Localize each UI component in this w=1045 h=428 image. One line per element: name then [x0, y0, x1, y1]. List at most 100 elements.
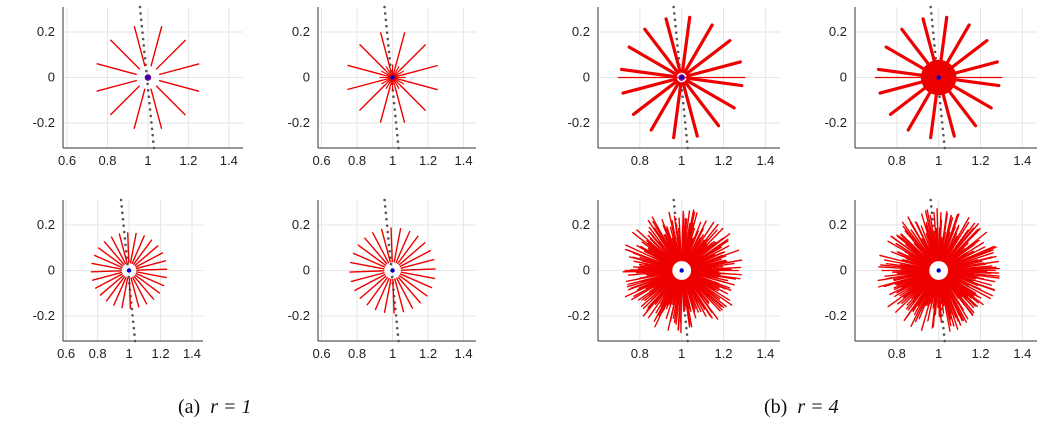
curve-point [131, 314, 134, 317]
ray-mark [907, 276, 935, 311]
ray-mark [366, 276, 388, 306]
curve-point [942, 326, 945, 330]
x-tick-label: 0.6 [58, 153, 76, 168]
x-tick-label: 1 [935, 346, 942, 361]
ray-mark [155, 39, 186, 70]
caption-a-label: (a) [178, 396, 201, 418]
curve-point [676, 44, 679, 47]
curve-point [388, 56, 391, 60]
ray-mark [939, 214, 952, 264]
ray-mark [686, 60, 742, 78]
curve-point [142, 44, 146, 47]
ray-mark [398, 275, 428, 297]
curve-point [133, 339, 137, 343]
ray-mark [132, 276, 148, 305]
curve-point [148, 101, 151, 105]
ray-mark [399, 273, 433, 289]
ray-mark [349, 270, 385, 273]
caption-a-math: r = 1 [210, 396, 252, 418]
curve-point [387, 237, 390, 240]
ray-mark [129, 232, 137, 264]
curve-point [394, 314, 398, 317]
x-tick-label: 0.8 [89, 346, 107, 361]
ray-mark [131, 235, 145, 264]
ray-mark [96, 63, 137, 76]
y-tick-label: -0.2 [825, 115, 847, 130]
curve-point [685, 333, 689, 336]
ray-mark [155, 85, 186, 116]
ray-mark [352, 252, 386, 268]
ray-mark [347, 64, 383, 76]
x-tick-label: 1.4 [1013, 153, 1031, 168]
ray-mark [359, 84, 386, 111]
ray-mark [135, 272, 165, 287]
ray-mark [393, 227, 402, 263]
ray-mark [133, 88, 146, 129]
caption-a: (a) r = 1 [178, 396, 251, 419]
curve-point [122, 230, 126, 234]
x-tick-label: 1.4 [756, 153, 774, 168]
y-tick-label: 0 [303, 70, 310, 85]
curve-point [148, 108, 152, 111]
curve-point [120, 205, 124, 208]
ray-mark [941, 277, 968, 323]
curve-point [673, 18, 677, 22]
ray-mark [682, 278, 692, 313]
ray-mark [943, 278, 964, 311]
ray-mark [879, 254, 930, 269]
curve-point [147, 95, 151, 99]
ray-mark [946, 272, 992, 286]
x-tick-label: 1.2 [971, 153, 989, 168]
subplot-b-bottom-left: 0.8 1 1.2 1.4 0.2 0 -0.2 [568, 198, 780, 361]
curve-point [396, 333, 400, 336]
curve-point [390, 275, 394, 279]
x-tick-label: 1.4 [183, 346, 201, 361]
subplot-a-bottom-right: 0.8 1 1.2 1.4 0.2 0 -0.2 [825, 5, 1037, 168]
ray-mark [683, 212, 698, 263]
ray-mark [364, 237, 388, 265]
curve-point [931, 217, 934, 221]
center-point [146, 75, 150, 80]
curve-point [392, 95, 395, 99]
curve-point [395, 133, 399, 137]
x-tick-label: 1 [935, 153, 942, 168]
curve-point [683, 114, 686, 118]
y-tick-label: 0.2 [292, 24, 310, 39]
ray-mark [103, 241, 125, 266]
curve-point [138, 5, 142, 9]
ray-mark [925, 232, 937, 262]
curve-point [673, 211, 677, 215]
curve-point [140, 24, 144, 28]
ray-mark [927, 278, 938, 322]
curve-point [684, 320, 688, 324]
ray-mark [661, 235, 679, 265]
curve-point [145, 69, 148, 73]
ray-mark [158, 63, 200, 76]
ray-mark [947, 259, 979, 269]
curve-point [676, 50, 680, 54]
y-tick-label: 0 [840, 70, 847, 85]
ray-mark [632, 231, 675, 266]
curve-point [394, 121, 398, 124]
curve-point [929, 198, 932, 202]
ray-mark [686, 76, 744, 88]
curve-point [942, 333, 946, 336]
curve-point [682, 108, 686, 111]
ray-mark [134, 245, 159, 267]
ray-mark [688, 249, 740, 269]
ray-mark [685, 39, 732, 76]
ray-mark [135, 260, 167, 270]
y-tick-label: 0 [303, 263, 310, 278]
curve-point [119, 198, 123, 202]
curve-point [395, 320, 398, 324]
center-point [680, 75, 684, 80]
ray-mark [895, 276, 933, 313]
ray-mark [130, 277, 140, 308]
ray-mark [631, 79, 679, 116]
curve-point [146, 82, 149, 86]
ray-mark [93, 254, 123, 269]
ray-mark [133, 239, 153, 265]
ray-mark [946, 273, 982, 291]
ray-mark [350, 261, 385, 270]
x-tick-label: 1.2 [714, 346, 732, 361]
